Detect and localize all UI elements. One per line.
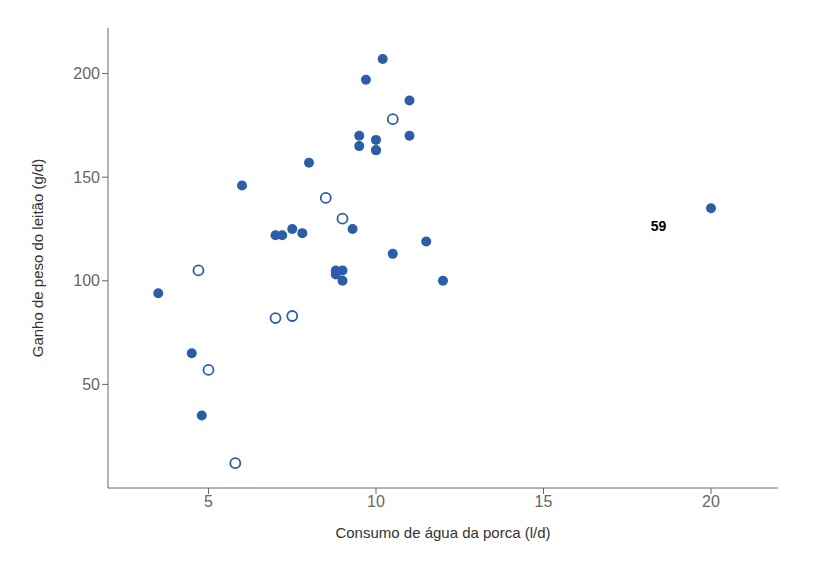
svg-text:59: 59 bbox=[651, 218, 667, 234]
svg-text:100: 100 bbox=[73, 272, 100, 289]
svg-text:5: 5 bbox=[204, 493, 213, 510]
svg-text:150: 150 bbox=[73, 169, 100, 186]
svg-text:Consumo de água da porca (l/d): Consumo de água da porca (l/d) bbox=[335, 524, 550, 541]
svg-text:10: 10 bbox=[367, 493, 385, 510]
svg-text:200: 200 bbox=[73, 65, 100, 82]
svg-text:50: 50 bbox=[82, 376, 100, 393]
svg-text:15: 15 bbox=[535, 493, 553, 510]
svg-text:Ganho de peso do leitão (g/d): Ganho de peso do leitão (g/d) bbox=[29, 159, 46, 357]
svg-text:20: 20 bbox=[702, 493, 720, 510]
